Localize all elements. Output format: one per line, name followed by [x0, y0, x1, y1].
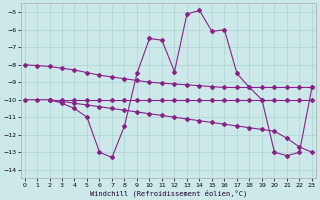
- X-axis label: Windchill (Refroidissement éolien,°C): Windchill (Refroidissement éolien,°C): [90, 189, 247, 197]
